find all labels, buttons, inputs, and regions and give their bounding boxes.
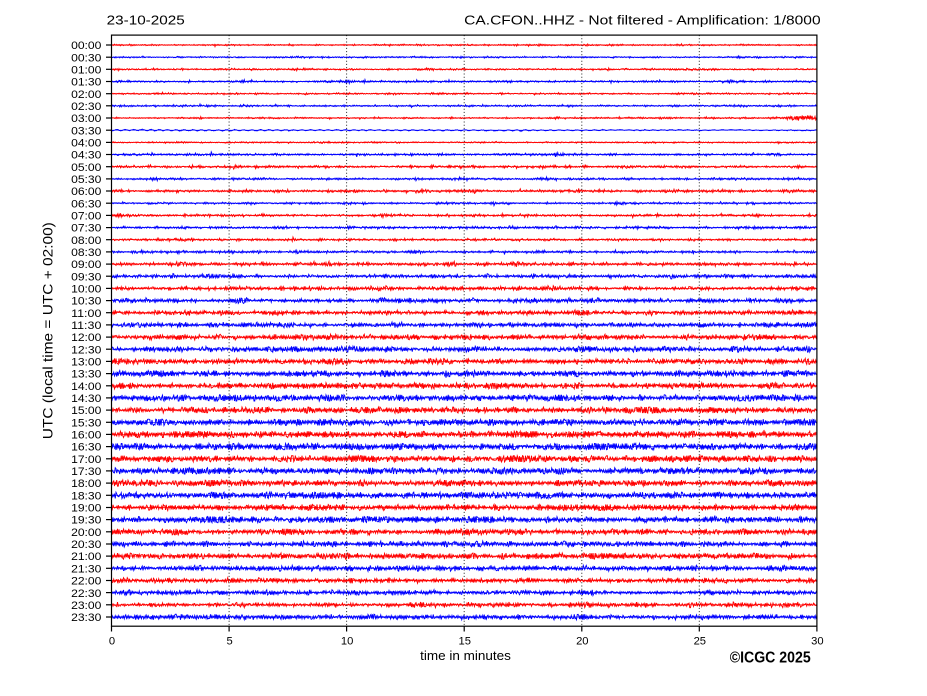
svg-text:02:30: 02:30 <box>71 101 101 113</box>
svg-text:14:00: 14:00 <box>71 381 101 393</box>
svg-text:10:30: 10:30 <box>71 296 101 308</box>
svg-text:5: 5 <box>226 635 232 647</box>
svg-text:22:00: 22:00 <box>71 576 101 588</box>
svg-text:23:00: 23:00 <box>71 600 101 612</box>
svg-text:07:30: 07:30 <box>71 223 101 235</box>
svg-text:09:30: 09:30 <box>71 271 101 283</box>
svg-text:05:00: 05:00 <box>71 162 101 174</box>
svg-text:14:30: 14:30 <box>71 393 101 405</box>
svg-text:03:30: 03:30 <box>71 125 101 137</box>
svg-text:0: 0 <box>109 635 115 647</box>
svg-text:00:30: 00:30 <box>71 52 101 64</box>
svg-text:CA.CFON..HHZ - Not filtered -: CA.CFON..HHZ - Not filtered - Amplificat… <box>464 13 820 28</box>
svg-text:05:30: 05:30 <box>71 174 101 186</box>
svg-text:04:00: 04:00 <box>71 138 101 150</box>
svg-text:20:00: 20:00 <box>71 527 101 539</box>
svg-text:00:00: 00:00 <box>71 40 101 52</box>
svg-text:17:30: 17:30 <box>71 466 101 478</box>
svg-text:25: 25 <box>694 635 706 647</box>
svg-text:19:00: 19:00 <box>71 503 101 515</box>
svg-text:UTC (local time = UTC + 02:00): UTC (local time = UTC + 02:00) <box>40 222 56 439</box>
svg-text:19:30: 19:30 <box>71 515 101 527</box>
svg-text:21:30: 21:30 <box>71 563 101 575</box>
svg-text:18:00: 18:00 <box>71 478 101 490</box>
svg-text:04:30: 04:30 <box>71 150 101 162</box>
svg-text:08:00: 08:00 <box>71 235 101 247</box>
svg-text:13:00: 13:00 <box>71 357 101 369</box>
svg-text:time in minutes: time in minutes <box>420 648 511 663</box>
svg-text:23-10-2025: 23-10-2025 <box>107 13 185 28</box>
svg-text:07:00: 07:00 <box>71 211 101 223</box>
svg-text:11:00: 11:00 <box>71 308 101 320</box>
svg-text:10:00: 10:00 <box>71 284 101 296</box>
svg-text:15:30: 15:30 <box>71 417 101 429</box>
svg-text:©ICGC 2025: ©ICGC 2025 <box>730 650 811 667</box>
svg-text:10: 10 <box>341 635 353 647</box>
svg-text:12:00: 12:00 <box>71 332 101 344</box>
svg-text:20: 20 <box>576 635 588 647</box>
svg-text:01:30: 01:30 <box>71 77 101 89</box>
svg-text:21:00: 21:00 <box>71 551 101 563</box>
svg-text:23:30: 23:30 <box>71 612 101 624</box>
svg-text:09:00: 09:00 <box>71 259 101 271</box>
svg-text:16:30: 16:30 <box>71 442 101 454</box>
svg-text:22:30: 22:30 <box>71 588 101 600</box>
svg-text:06:00: 06:00 <box>71 186 101 198</box>
svg-text:08:30: 08:30 <box>71 247 101 259</box>
svg-text:20:30: 20:30 <box>71 539 101 551</box>
svg-text:01:00: 01:00 <box>71 64 101 76</box>
svg-text:12:30: 12:30 <box>71 344 101 356</box>
svg-text:02:00: 02:00 <box>71 89 101 101</box>
svg-text:03:00: 03:00 <box>71 113 101 125</box>
svg-text:11:30: 11:30 <box>71 320 101 332</box>
svg-text:15:00: 15:00 <box>71 405 101 417</box>
svg-text:16:00: 16:00 <box>71 430 101 442</box>
svg-text:15: 15 <box>458 635 470 647</box>
svg-text:30: 30 <box>811 635 823 647</box>
svg-text:17:00: 17:00 <box>71 454 101 466</box>
svg-text:13:30: 13:30 <box>71 369 101 381</box>
svg-text:18:30: 18:30 <box>71 490 101 502</box>
svg-text:06:30: 06:30 <box>71 198 101 210</box>
